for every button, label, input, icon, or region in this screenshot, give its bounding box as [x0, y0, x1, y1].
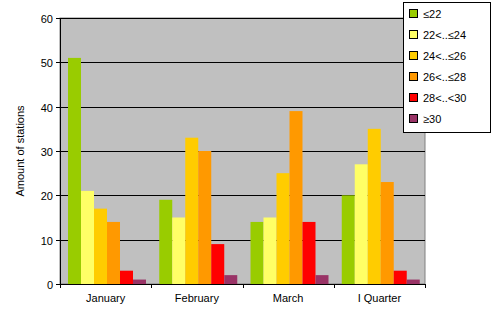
x-tick-label: February [175, 292, 220, 304]
bar [303, 222, 316, 284]
legend-swatch [410, 73, 418, 81]
x-tick-label: I Quarter [358, 292, 402, 304]
bar [81, 191, 94, 284]
grid-line [60, 62, 425, 63]
bar [251, 222, 264, 284]
bar [94, 209, 107, 284]
y-tick-label: 60 [41, 13, 53, 25]
bar [133, 280, 146, 284]
legend-label: 26<..≤28 [423, 71, 466, 83]
x-tick [151, 284, 152, 288]
bar [381, 182, 394, 284]
y-tick [56, 62, 60, 63]
bar [316, 275, 329, 284]
bar [120, 271, 133, 284]
bar [290, 111, 303, 284]
y-axis [60, 18, 61, 284]
plot-area [60, 18, 425, 284]
x-tick-label: January [86, 292, 126, 304]
legend-swatch [410, 31, 418, 39]
legend-box [404, 3, 491, 133]
bar [224, 275, 237, 284]
y-tick-label: 40 [41, 102, 53, 114]
x-tick [425, 284, 426, 288]
grid-line [60, 18, 425, 19]
y-axis-label: Amount of stations [14, 105, 26, 197]
x-tick [243, 284, 244, 288]
bar [198, 151, 211, 284]
legend-swatch [410, 94, 418, 102]
grid-line [60, 284, 425, 285]
bar [172, 218, 185, 285]
x-tick [334, 284, 335, 288]
legend: ≤22 22<..≤24 24<..≤26 26<..≤28 28<..<30 ≥30 [404, 3, 491, 133]
x-axis [60, 284, 425, 285]
y-tick [56, 195, 60, 196]
y-tick [56, 107, 60, 108]
bar [407, 280, 420, 284]
legend-label: ≥30 [423, 113, 441, 125]
chart: 0 10 20 30 40 50 60 January February March I Quart… [0, 0, 493, 320]
bar [342, 195, 355, 284]
y-tick [56, 18, 60, 19]
bar [355, 164, 368, 284]
legend-label: 24<..≤26 [423, 50, 466, 62]
grid-line [60, 107, 425, 108]
legend-label: ≤22 [423, 8, 441, 20]
bar [159, 200, 172, 284]
bar [264, 218, 277, 285]
bar [368, 129, 381, 284]
legend-swatch [410, 115, 418, 123]
bars [68, 58, 420, 284]
y-tick [56, 151, 60, 152]
y-tick-label: 20 [41, 190, 53, 202]
bar [185, 138, 198, 284]
bar [68, 58, 81, 284]
legend-label: 28<..<30 [423, 92, 466, 104]
x-tick-label: March [273, 292, 304, 304]
y-tick-label: 50 [41, 57, 53, 69]
y-tick [56, 284, 60, 285]
bar [394, 271, 407, 284]
legend-swatch [410, 10, 418, 18]
bar [107, 222, 120, 284]
bar [277, 173, 290, 284]
y-tick-label: 10 [41, 235, 53, 247]
x-tick [60, 284, 61, 288]
legend-label: 22<..≤24 [423, 29, 466, 41]
y-tick-label: 30 [41, 146, 53, 158]
legend-swatch [410, 52, 418, 60]
bar [211, 244, 224, 284]
y-tick [56, 240, 60, 241]
y-tick-label: 0 [47, 279, 53, 291]
